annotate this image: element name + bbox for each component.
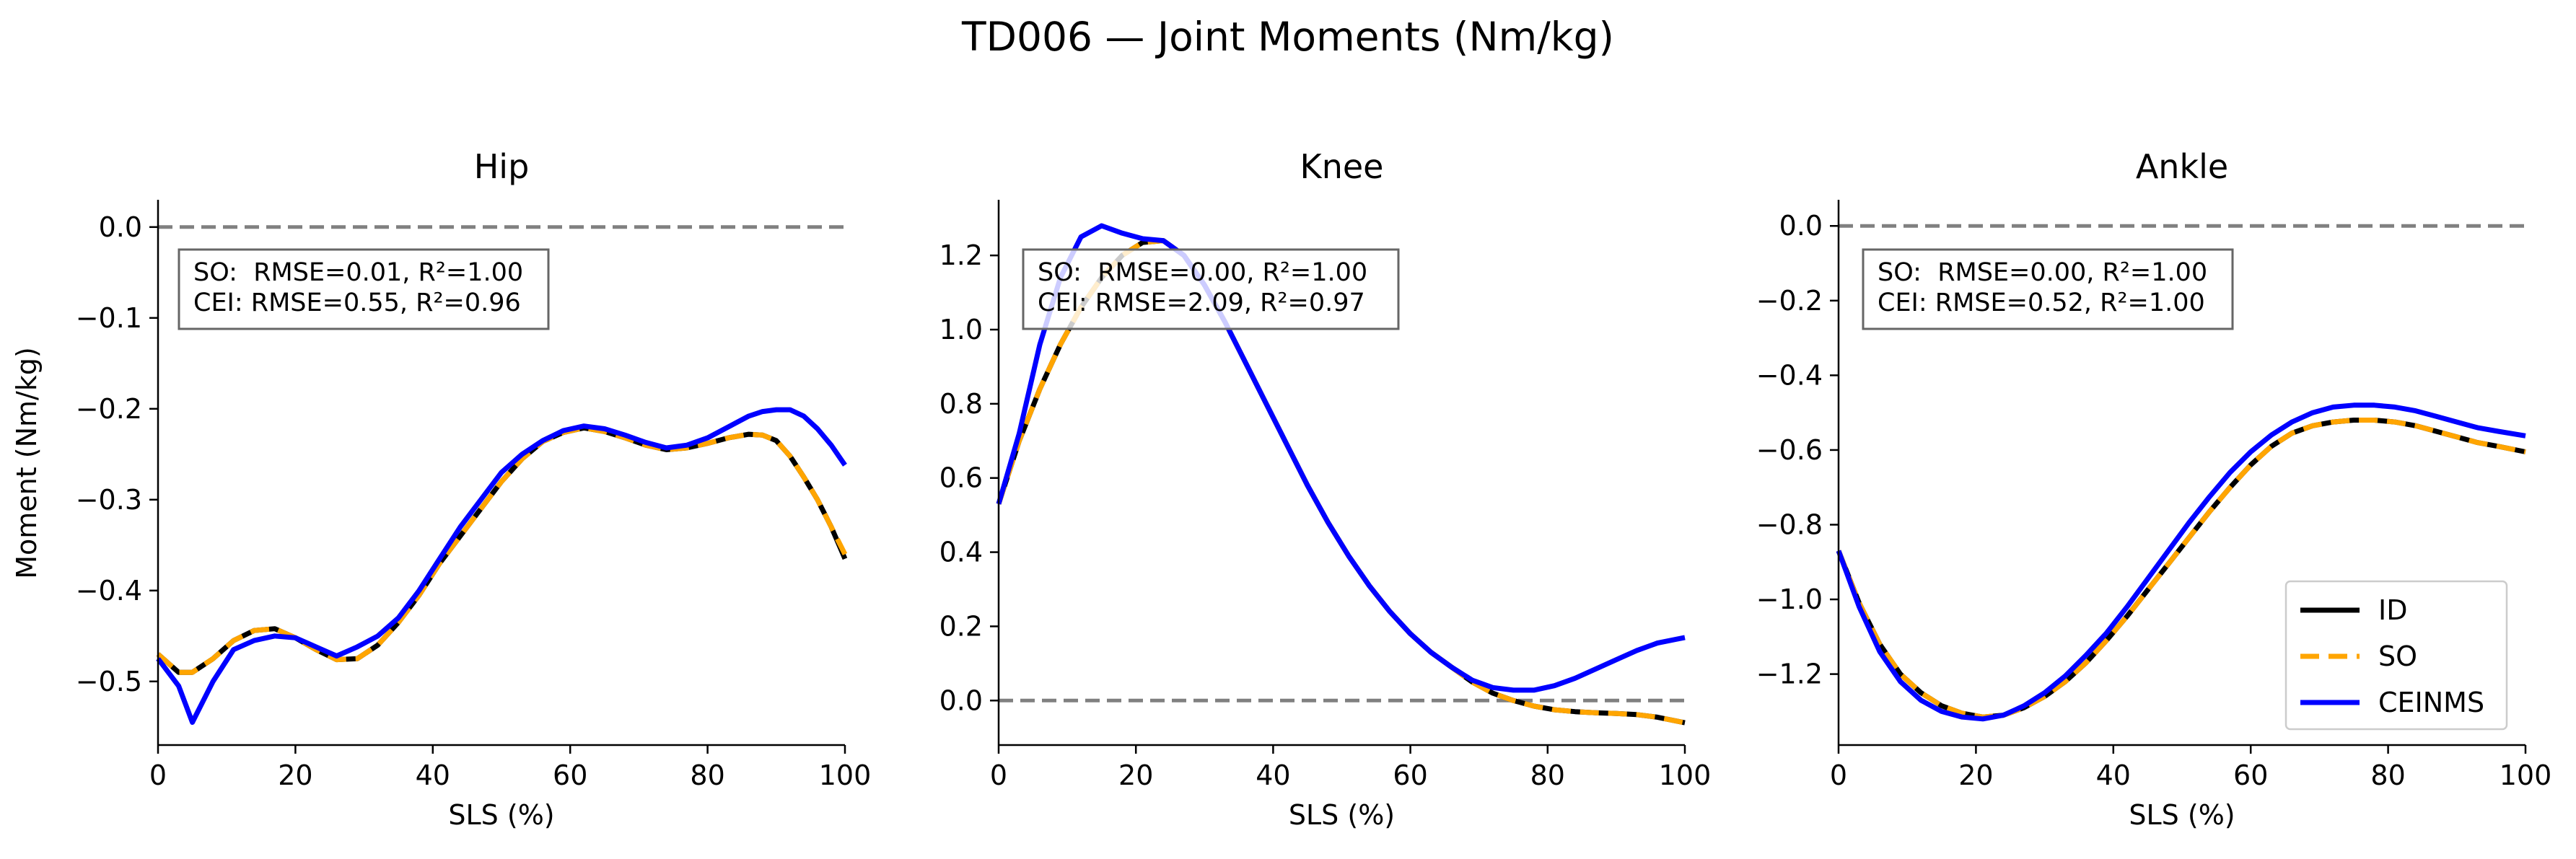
ankle-y-tick-label: −0.8 xyxy=(1756,508,1823,540)
ankle-metrics-box xyxy=(1862,248,2234,330)
ankle-title: Ankle xyxy=(2136,147,2228,186)
hip-series-ceinms xyxy=(156,407,847,725)
knee-title: Knee xyxy=(1300,147,1384,186)
knee-x-tick-label: 0 xyxy=(990,759,1007,791)
ankle-y-tick-label: −1.2 xyxy=(1756,658,1823,690)
hip-x-tick-label: 20 xyxy=(278,759,312,791)
hip-series-so xyxy=(156,425,848,675)
hip-panel: Hip 0 20 40 60 80 100 0.0 −0.1 −0.2 −0.3 −0.4 −0.5 SL… xyxy=(76,147,872,831)
ankle-y-tick-label: −0.4 xyxy=(1756,359,1823,391)
knee-y-tick-label: 1.0 xyxy=(939,314,983,345)
hip-x-tick-label: 60 xyxy=(553,759,587,791)
legend-label-ceinms: CEINMS xyxy=(2378,687,2484,718)
ankle-panel: Ankle 0 20 40 60 80 100 0.0 −0.2 −0.4 −0.6 −0.8 −1.0… xyxy=(1756,147,2552,831)
knee-y-tick-label: 0.6 xyxy=(939,462,983,494)
hip-metrics-line: SO: RMSE=0.01, R²=1.00 xyxy=(193,258,523,287)
knee-x-tick-label: 60 xyxy=(1393,759,1427,791)
figure-title: TD006 — Joint Moments (Nm/kg) xyxy=(961,14,1614,60)
ankle-metrics-line: SO: RMSE=0.00, R²=1.00 xyxy=(1878,258,2207,287)
hip-x-axis-label: SLS (%) xyxy=(448,799,554,831)
knee-x-tick-label: 20 xyxy=(1118,759,1153,791)
ankle-y-tick-label: −0.6 xyxy=(1756,434,1823,466)
hip-y-tick-label: −0.5 xyxy=(76,666,142,697)
ankle-x-tick-label: 80 xyxy=(2370,759,2405,791)
knee-y-tick-label: 1.2 xyxy=(939,239,983,271)
legend-label-so: SO xyxy=(2378,640,2417,672)
ankle-y-tick-label: 0.0 xyxy=(1779,210,1823,242)
hip-x-tick-label: 80 xyxy=(690,759,724,791)
knee-y-tick-label: 0.0 xyxy=(939,684,983,716)
hip-x-tick-label: 100 xyxy=(819,759,872,791)
knee-y-tick-label: 0.2 xyxy=(939,610,983,642)
hip-metrics-box xyxy=(178,248,550,330)
subplots: Hip 0 20 40 60 80 100 0.0 −0.1 −0.2 −0.3 −0.4 −0.5 SL… xyxy=(76,147,2552,831)
legend-label-id: ID xyxy=(2378,594,2407,626)
y-axis-label: Moment (Nm/kg) xyxy=(11,347,43,579)
knee-metrics-line: CEI: RMSE=2.09, R²=0.97 xyxy=(1038,288,1365,317)
knee-metrics-box xyxy=(1022,248,1400,330)
knee-x-axis-label: SLS (%) xyxy=(1289,799,1395,831)
knee-y-tick-label: 0.8 xyxy=(939,388,983,420)
hip-y-tick-label: 0.0 xyxy=(99,211,142,243)
ankle-x-tick-label: 20 xyxy=(1958,759,1993,791)
hip-x-tick-label: 40 xyxy=(416,759,450,791)
hip-y-tick-label: −0.2 xyxy=(76,393,142,425)
hip-y-tick-label: −0.4 xyxy=(76,575,142,607)
ankle-x-tick-label: 40 xyxy=(2096,759,2131,791)
hip-y-tick-label: −0.1 xyxy=(76,302,142,334)
ankle-series-ceinms xyxy=(1836,402,2526,722)
hip-y-tick-label: −0.3 xyxy=(76,484,142,516)
hip-title: Hip xyxy=(474,147,530,186)
knee-x-tick-label: 100 xyxy=(1659,759,1712,791)
ankle-x-axis-label: SLS (%) xyxy=(2129,799,2235,831)
knee-metrics-line: SO: RMSE=0.00, R²=1.00 xyxy=(1038,258,1367,287)
knee-x-tick-label: 80 xyxy=(1530,759,1565,791)
knee-x-tick-label: 40 xyxy=(1256,759,1290,791)
knee-panel: Knee 0 20 40 60 80 100 0.0 0.2 0.4 0.6 0.8 1.0 1.2 SLS… xyxy=(939,147,1712,831)
ankle-x-tick-label: 60 xyxy=(2233,759,2268,791)
knee-series-ceinms xyxy=(996,223,1686,693)
ankle-series-so xyxy=(1836,418,2526,720)
ankle-x-tick-label: 0 xyxy=(1830,759,1847,791)
ankle-y-tick-label: −0.2 xyxy=(1756,285,1823,317)
hip-x-tick-label: 0 xyxy=(149,759,167,791)
ankle-x-tick-label: 100 xyxy=(2500,759,2552,791)
ankle-metrics-line: CEI: RMSE=0.52, R²=1.00 xyxy=(1878,288,2205,317)
legend-frame xyxy=(2284,580,2508,731)
hip-series-id xyxy=(156,425,848,675)
legend: ID SO CEINMS xyxy=(2284,580,2508,731)
hip-metrics-line: CEI: RMSE=0.55, R²=0.96 xyxy=(193,288,521,317)
ankle-y-tick-label: −1.0 xyxy=(1756,583,1823,615)
knee-y-tick-label: 0.4 xyxy=(939,537,983,568)
